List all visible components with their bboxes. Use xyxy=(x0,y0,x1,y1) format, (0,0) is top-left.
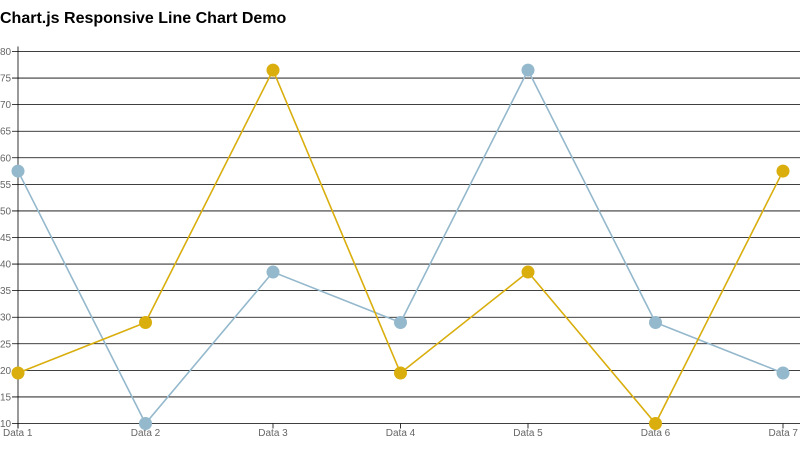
series-1-point[interactable] xyxy=(394,316,407,329)
y-tick-label: 45 xyxy=(0,233,12,244)
series-2-point[interactable] xyxy=(522,266,535,279)
y-tick-label: 30 xyxy=(0,313,12,324)
series-2-point[interactable] xyxy=(267,64,280,77)
series-1-point[interactable] xyxy=(267,266,280,279)
y-tick-label: 80 xyxy=(0,47,12,58)
y-tick-label: 15 xyxy=(0,392,12,403)
x-tick-label: Data 3 xyxy=(258,428,288,439)
series-2-point[interactable] xyxy=(777,165,790,178)
series-1-point[interactable] xyxy=(649,316,662,329)
y-tick-label: 65 xyxy=(0,127,12,138)
series-2-point[interactable] xyxy=(394,367,407,380)
series-2-point[interactable] xyxy=(649,417,662,430)
line-chart: 807570656055504540353025201510 Data 1 Dat… xyxy=(0,0,800,450)
x-tick-label: Data 7 xyxy=(769,428,799,439)
y-tick-label: 35 xyxy=(0,286,12,297)
series-1-point[interactable] xyxy=(12,165,25,178)
y-tick-label: 40 xyxy=(0,260,12,271)
x-axis-ticks: Data 1 Data 2 Data 3 Data 4 Data 5 Data 6 Data… xyxy=(3,424,798,440)
y-tick-label: 55 xyxy=(0,180,12,191)
series-1-point[interactable] xyxy=(777,367,790,380)
y-tick-label: 60 xyxy=(0,153,12,164)
x-tick-label: Data 5 xyxy=(513,428,543,439)
page-root: 80 75 70 65 60 55 50 45 40 35 30 25 20 15 10 Data 1 Dat… xyxy=(0,0,800,450)
series-1-point[interactable] xyxy=(522,64,535,77)
y-tick-label: 70 xyxy=(0,100,12,111)
x-tick-label: Data 1 xyxy=(3,428,33,439)
series-layer xyxy=(12,64,790,430)
series-2-point[interactable] xyxy=(139,316,152,329)
series-1-point[interactable] xyxy=(139,417,152,430)
y-tick-label: 75 xyxy=(0,74,12,85)
series-2-point[interactable] xyxy=(12,367,25,380)
x-tick-label: Data 4 xyxy=(386,428,416,439)
y-tick-label: 20 xyxy=(0,366,12,377)
y-tick-label: 50 xyxy=(0,206,12,217)
y-tick-label: 25 xyxy=(0,339,12,350)
page-title: Chart.js Responsive Line Chart Demo xyxy=(0,10,286,28)
